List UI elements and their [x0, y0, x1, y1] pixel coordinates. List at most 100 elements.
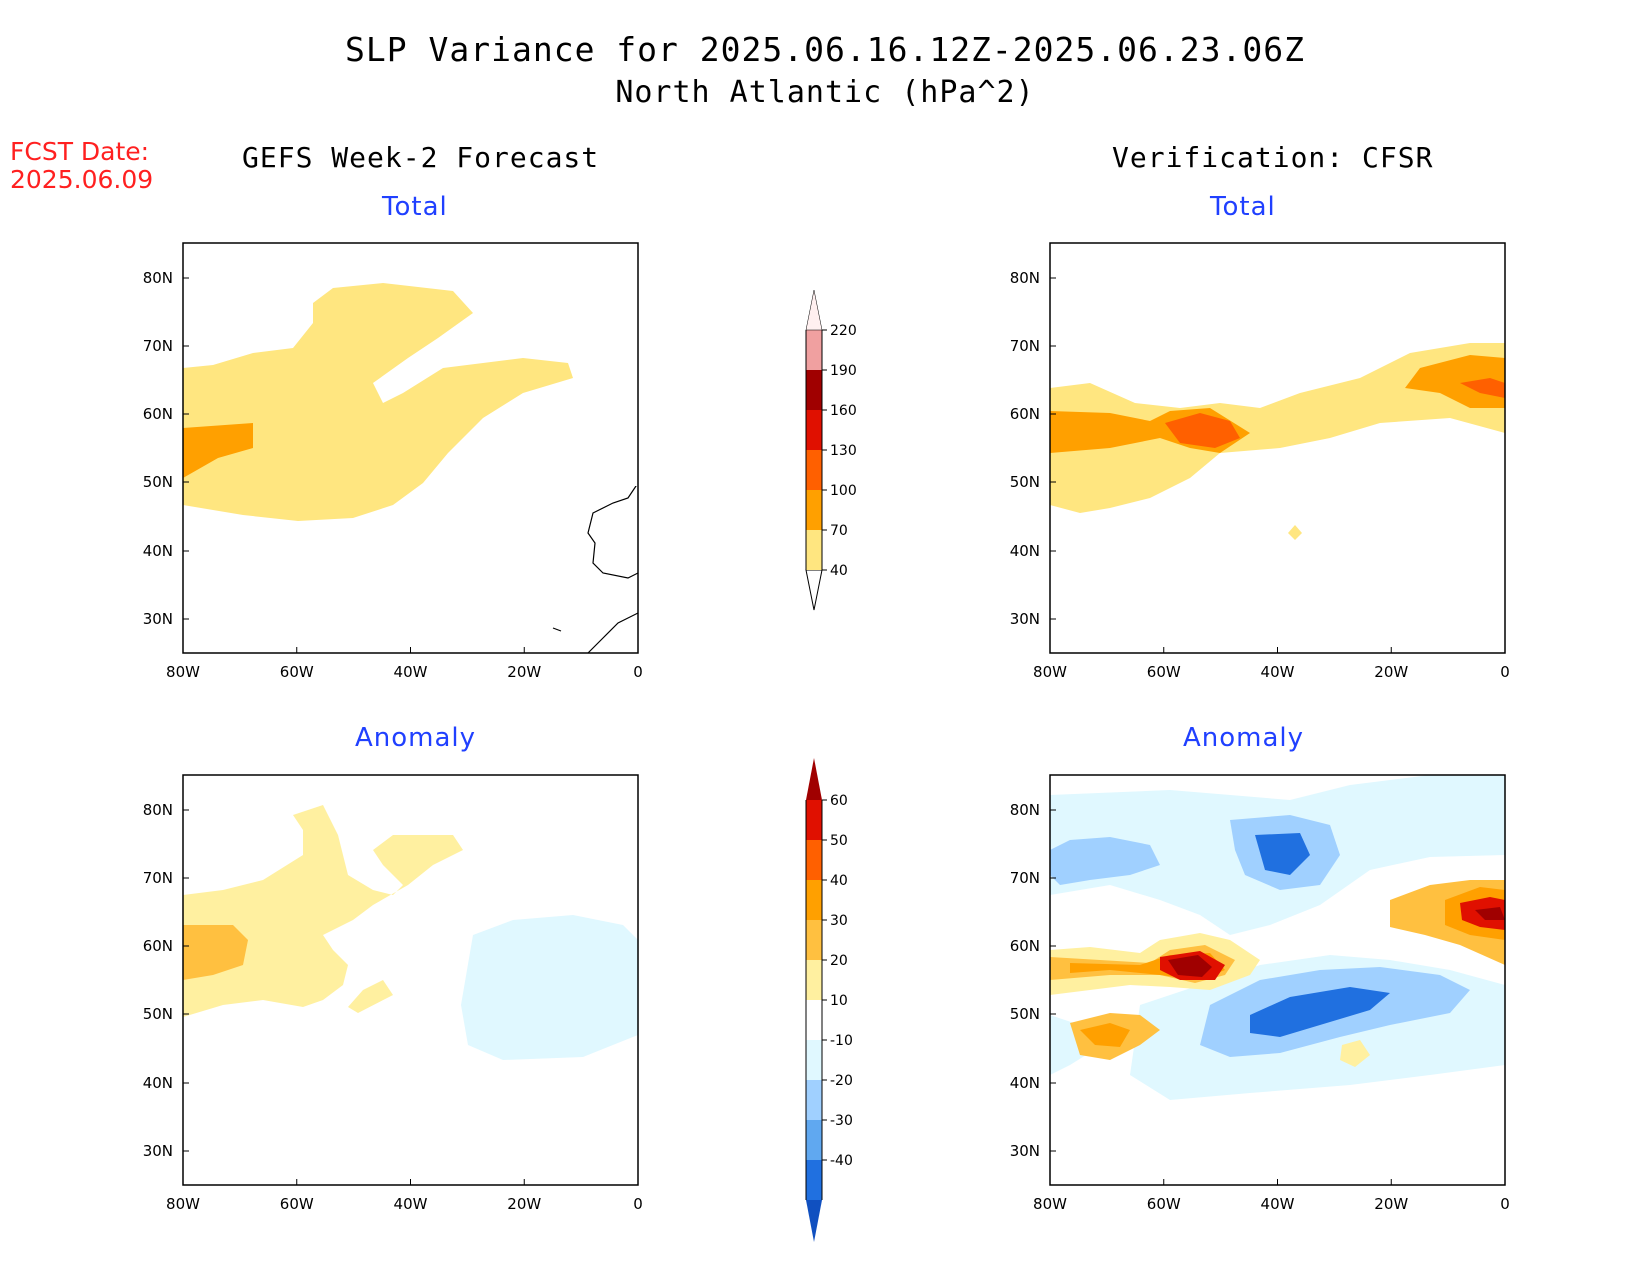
- colorbar-label: 100: [830, 483, 857, 499]
- lat-tick-label: 50N: [143, 473, 173, 491]
- lat-tick-label: 60N: [143, 405, 173, 423]
- lon-tick-label: 80W: [1033, 1195, 1067, 1213]
- lat-tick-label: 40N: [1010, 542, 1040, 560]
- lat-tick-label: 60N: [1010, 405, 1040, 423]
- lon-tick-label: 0: [633, 1195, 643, 1213]
- colorbar-swatch: [806, 1120, 822, 1160]
- colorbar-swatch: [806, 530, 822, 570]
- colorbar-label: 220: [830, 323, 857, 339]
- lat-tick-label: 70N: [1010, 337, 1040, 355]
- lat-tick-label: 70N: [143, 337, 173, 355]
- map-top-left: [182, 242, 639, 654]
- colorbar-extension-high: [806, 758, 822, 800]
- panel-title-bottom-left: Anomaly: [355, 723, 477, 753]
- lat-tick-label: 50N: [1010, 473, 1040, 491]
- colorbar-swatch: [806, 410, 822, 450]
- lat-tick-label: 60N: [143, 937, 173, 955]
- colorbar-label: 70: [830, 523, 848, 539]
- shading-top-right: [1050, 343, 1505, 540]
- colorbar-swatch: [806, 920, 822, 960]
- lat-tick-label: 50N: [143, 1005, 173, 1023]
- lat-tick-label: 40N: [143, 542, 173, 560]
- colorbar-swatch: [806, 800, 822, 840]
- colorbar-anomaly: 60 50 40 30 20 10 -10 -20 -30 -40: [805, 758, 853, 1242]
- lat-tick-label: 30N: [143, 1142, 173, 1160]
- colorbar-extension-low: [806, 1200, 822, 1242]
- lat-tick-label: 80N: [143, 801, 173, 819]
- lon-tick-label: 20W: [507, 1195, 541, 1213]
- shading-top-left: [183, 283, 573, 521]
- panel-title-top-left: Total: [382, 192, 448, 222]
- colorbar-total: 40 70 100 130 160 190 220: [805, 289, 857, 611]
- colorbar-swatch: [806, 1160, 822, 1200]
- colorbar-label: 20: [830, 953, 848, 969]
- map-bottom-right: [1049, 774, 1506, 1186]
- panel-title-top-right: Total: [1210, 192, 1276, 222]
- lat-tick-label: 80N: [143, 269, 173, 287]
- subtitle: North Atlantic (hPa^2): [615, 75, 1035, 110]
- colorbar-swatch: [806, 1080, 822, 1120]
- colorbar-swatch: [806, 880, 822, 920]
- lon-tick-label: 40W: [394, 663, 428, 681]
- lon-tick-label: 40W: [1261, 1195, 1295, 1213]
- colorbar-extension-low: [805, 569, 823, 611]
- colorbar-swatch: [806, 490, 822, 530]
- shading-bottom-left: [183, 805, 638, 1060]
- colorbar-swatch: [806, 1000, 822, 1040]
- left-column-title: GEFS Week-2 Forecast: [242, 141, 600, 174]
- lon-tick-label: 0: [633, 663, 643, 681]
- lat-tick-label: 40N: [1010, 1074, 1040, 1092]
- right-column-title: Verification: CFSR: [1112, 141, 1434, 174]
- lon-tick-label: 80W: [166, 1195, 200, 1213]
- main-title: SLP Variance for 2025.06.16.12Z-2025.06.…: [345, 30, 1305, 69]
- lon-tick-label: 40W: [394, 1195, 428, 1213]
- lon-tick-label: 60W: [1147, 663, 1181, 681]
- lon-tick-label: 20W: [507, 663, 541, 681]
- colorbar-label: 60: [830, 793, 848, 809]
- colorbar-label: -30: [830, 1113, 853, 1129]
- lat-tick-label: 50N: [1010, 1005, 1040, 1023]
- lat-tick-label: 70N: [1010, 869, 1040, 887]
- colorbar-label: -10: [830, 1033, 853, 1049]
- lat-tick-label: 30N: [1010, 610, 1040, 628]
- lat-tick-label: 40N: [143, 1074, 173, 1092]
- fcst-date: FCST Date: 2025.06.09: [10, 138, 153, 194]
- map-top-right: [1049, 242, 1506, 654]
- colorbar-label: 50: [830, 833, 848, 849]
- lat-tick-label: 70N: [143, 869, 173, 887]
- colorbar-swatch: [806, 960, 822, 1000]
- lat-tick-label: 30N: [1010, 1142, 1040, 1160]
- colorbar-label: 40: [830, 873, 848, 889]
- lon-tick-label: 20W: [1374, 1195, 1408, 1213]
- axes: 80N 70N 60N 50N 40N 30N 80W 60W 40W 20W 0 80N 70N 60N…: [143, 269, 1510, 1213]
- lon-tick-label: 60W: [280, 1195, 314, 1213]
- colorbar-label: 30: [830, 913, 848, 929]
- lon-tick-label: 0: [1500, 663, 1510, 681]
- colorbar-swatch: [806, 330, 822, 370]
- colorbar-label: 10: [830, 993, 848, 1009]
- panel-title-bottom-right: Anomaly: [1183, 723, 1305, 753]
- colorbar-label: 160: [830, 403, 857, 419]
- colorbar-label: 40: [830, 563, 848, 579]
- colorbar-swatch: [806, 840, 822, 880]
- colorbar-label: 130: [830, 443, 857, 459]
- map-bottom-left: [182, 774, 639, 1186]
- lon-tick-label: 40W: [1261, 663, 1295, 681]
- colorbar-label: -40: [830, 1153, 853, 1169]
- lat-tick-label: 60N: [1010, 937, 1040, 955]
- lon-tick-label: 0: [1500, 1195, 1510, 1213]
- lon-tick-label: 60W: [1147, 1195, 1181, 1213]
- colorbar-extension-high: [805, 289, 823, 331]
- shading-bottom-right: [1050, 775, 1505, 1100]
- fcst-date-label: FCST Date:: [10, 137, 150, 166]
- colorbar-label: 190: [830, 363, 857, 379]
- lat-tick-label: 80N: [1010, 801, 1040, 819]
- lon-tick-label: 80W: [166, 663, 200, 681]
- colorbar-swatch: [806, 1040, 822, 1080]
- fcst-date-value: 2025.06.09: [10, 165, 154, 194]
- lat-tick-label: 30N: [143, 610, 173, 628]
- colorbar-swatch: [806, 370, 822, 410]
- colorbar-label: -20: [830, 1073, 853, 1089]
- lat-tick-label: 80N: [1010, 269, 1040, 287]
